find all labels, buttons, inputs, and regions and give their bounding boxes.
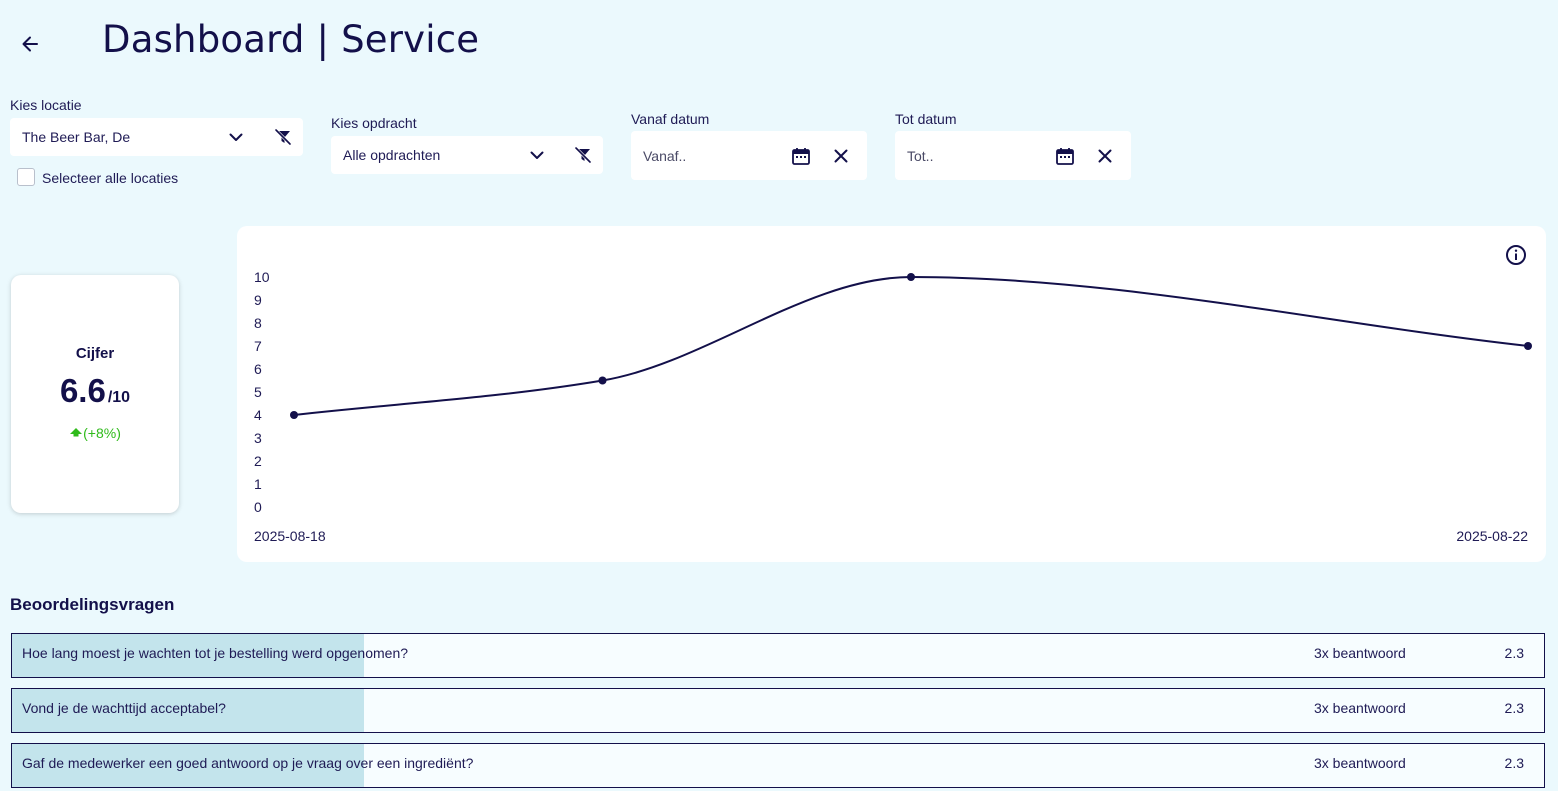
data-point [907, 273, 915, 281]
question-text: Gaf de medewerker een goed antwoord op j… [22, 755, 474, 771]
page-title: Dashboard | Service [102, 18, 480, 61]
assignment-select[interactable]: Alle opdrachten [331, 136, 603, 174]
data-point [598, 376, 607, 385]
calendar-icon[interactable] [1054, 145, 1076, 167]
to-date-placeholder: Tot.. [907, 147, 934, 164]
y-tick-label: 7 [254, 338, 262, 354]
question-text: Hoe lang moest je wachten tot je bestell… [22, 645, 409, 661]
chart-card: 0 1 2 3 4 5 6 7 8 9 10 2025-08-18 2025-08-22 [237, 226, 1546, 562]
back-button[interactable] [14, 28, 46, 60]
question-answer-count: 3x beantwoord [1314, 755, 1406, 771]
location-value: The Beer Bar, De [22, 129, 131, 145]
from-date-placeholder: Vanaf.. [643, 147, 687, 164]
to-date-label: Tot datum [895, 111, 957, 127]
question-answer-count: 3x beantwoord [1314, 645, 1406, 661]
score-title: Cijfer [75, 345, 115, 362]
select-all-checkbox[interactable] [17, 168, 35, 186]
assignment-label: Kies opdracht [331, 115, 417, 131]
y-tick-label: 2 [254, 453, 262, 469]
select-all-label[interactable]: Selecteer alle locaties [42, 170, 179, 186]
score-line-chart: 0 1 2 3 4 5 6 7 8 9 10 2025-08-18 2025-08-22 [254, 269, 1532, 544]
close-icon[interactable] [830, 145, 852, 167]
y-tick-label: 9 [254, 292, 262, 308]
close-icon[interactable] [1094, 145, 1116, 167]
assignment-value: Alle opdrachten [343, 147, 441, 163]
calendar-icon[interactable] [790, 145, 812, 167]
question-answer-count: 3x beantwoord [1314, 700, 1406, 716]
question-row[interactable]: Hoe lang moest je wachten tot je bestell… [11, 633, 1545, 678]
question-score: 2.3 [1504, 755, 1524, 771]
y-tick-label: 3 [254, 430, 262, 446]
question-score: 2.3 [1504, 645, 1524, 661]
question-row[interactable]: Vond je de wachttijd acceptabel? 3x beant… [11, 688, 1545, 733]
to-date-field[interactable]: Tot.. [895, 131, 1131, 180]
info-icon[interactable] [1505, 244, 1527, 266]
clear-filter-icon[interactable] [572, 144, 594, 166]
question-score-bar [12, 689, 365, 732]
chevron-down-icon[interactable] [527, 145, 547, 165]
y-tick-label: 0 [254, 499, 262, 515]
y-tick-label: 10 [254, 269, 270, 285]
score-change-value: (+8%) [83, 425, 121, 441]
question-score-bar [12, 744, 365, 787]
y-tick-label: 4 [254, 407, 262, 423]
clear-filter-icon[interactable] [272, 126, 294, 148]
score-value: 6.6 [59, 372, 106, 409]
score-change: (+8%) [11, 425, 179, 441]
series-line [293, 275, 1529, 416]
question-row[interactable]: Gaf de medewerker een goed antwoord op j… [11, 743, 1545, 788]
location-label: Kies locatie [10, 97, 82, 113]
location-select[interactable]: The Beer Bar, De [10, 118, 303, 156]
x-tick-label: 2025-08-18 [254, 528, 326, 544]
score-max: /10 [107, 389, 131, 406]
y-tick-label: 6 [254, 361, 262, 377]
y-tick-label: 5 [254, 384, 262, 400]
score-value-wrap: 6.6/10 [11, 372, 179, 410]
from-date-label: Vanaf datum [631, 111, 710, 127]
data-point [1524, 342, 1532, 350]
question-score-bar [12, 634, 365, 677]
from-date-field[interactable]: Vanaf.. [631, 131, 867, 180]
y-tick-label: 1 [254, 476, 262, 492]
y-tick-label: 8 [254, 315, 262, 331]
arrow-left-icon [22, 36, 38, 52]
question-text: Vond je de wachttijd acceptabel? [22, 700, 226, 716]
questions-title: Beoordelingsvragen [10, 595, 175, 614]
arrow-up-icon [70, 428, 83, 437]
score-card: Cijfer 6.6/10 (+8%) [11, 275, 179, 513]
x-tick-label: 2025-08-22 [1456, 528, 1528, 544]
question-score: 2.3 [1504, 700, 1524, 716]
data-point [290, 411, 298, 419]
chevron-down-icon[interactable] [226, 127, 246, 147]
